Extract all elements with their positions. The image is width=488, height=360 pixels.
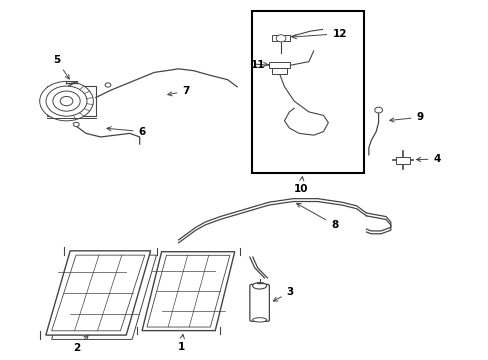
Text: 2: 2 bbox=[73, 335, 88, 353]
Text: 6: 6 bbox=[107, 127, 145, 136]
Text: 5: 5 bbox=[53, 55, 69, 79]
Bar bbox=[268, 62, 290, 68]
Circle shape bbox=[374, 107, 382, 113]
Bar bbox=[47, 86, 96, 116]
Circle shape bbox=[105, 83, 111, 87]
Polygon shape bbox=[147, 255, 229, 327]
Polygon shape bbox=[142, 252, 234, 330]
Text: 4: 4 bbox=[416, 154, 440, 164]
Bar bbox=[251, 12, 363, 173]
Bar bbox=[272, 36, 289, 41]
Text: 9: 9 bbox=[389, 112, 423, 122]
Text: 12: 12 bbox=[292, 29, 346, 39]
Circle shape bbox=[73, 122, 79, 127]
Circle shape bbox=[60, 96, 73, 106]
Circle shape bbox=[276, 35, 285, 42]
Circle shape bbox=[40, 81, 93, 121]
Circle shape bbox=[46, 86, 87, 116]
Text: 11: 11 bbox=[250, 59, 267, 69]
Text: 7: 7 bbox=[167, 86, 189, 96]
Text: 3: 3 bbox=[273, 287, 293, 301]
Text: 10: 10 bbox=[293, 177, 307, 194]
Text: 8: 8 bbox=[296, 203, 338, 230]
Polygon shape bbox=[46, 251, 150, 335]
Bar bbox=[271, 68, 287, 74]
Text: 1: 1 bbox=[177, 334, 184, 352]
Bar bbox=[395, 157, 409, 164]
Circle shape bbox=[53, 91, 80, 111]
Ellipse shape bbox=[252, 318, 266, 322]
Polygon shape bbox=[52, 255, 156, 339]
Ellipse shape bbox=[252, 283, 266, 289]
Polygon shape bbox=[52, 255, 144, 331]
FancyBboxPatch shape bbox=[249, 284, 269, 321]
